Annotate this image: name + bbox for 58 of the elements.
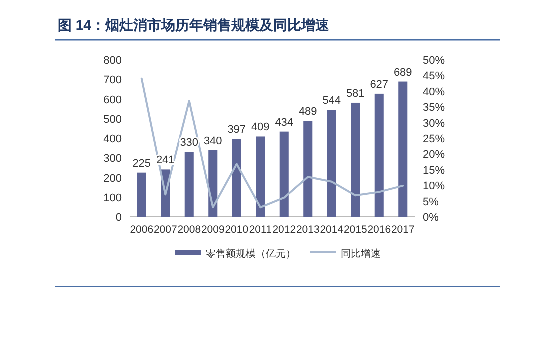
y2-tick-label: 40% (423, 86, 446, 98)
bar (208, 150, 218, 217)
bar (232, 139, 242, 217)
x-tick-label: 2014 (320, 224, 344, 236)
x-tick-label: 2006 (130, 224, 154, 236)
x-tick-label: 2012 (272, 224, 296, 236)
y-tick-label: 300 (104, 153, 122, 166)
bar (398, 82, 408, 217)
x-tick-label: 2016 (368, 224, 392, 236)
text: 689 (394, 66, 412, 79)
bar (184, 152, 194, 217)
bar (304, 121, 313, 217)
text: 489 (298, 106, 318, 118)
x-tick-label: 2010 (225, 224, 249, 236)
text: 627 (370, 78, 389, 91)
y-tick-label: 500 (104, 114, 122, 126)
text: 340 (204, 135, 222, 148)
x-tick-label: 2013 (296, 224, 320, 236)
y-tick-label: 200 (104, 172, 122, 185)
y-tick-label: 600 (104, 94, 122, 106)
text: 330 (180, 137, 199, 150)
legend-label: 零售额规模（亿元） (206, 248, 296, 260)
y2-tick-label: 35% (423, 102, 446, 114)
text: 434 (275, 116, 294, 129)
bar (280, 132, 289, 217)
y2-tick-label: 0% (423, 212, 440, 224)
bar (327, 110, 336, 217)
y-tick-label: 400 (104, 134, 122, 146)
x-tick-label: 2009 (201, 224, 225, 236)
text: 241 (156, 154, 175, 167)
y-tick-label: 100 (104, 192, 122, 204)
y2-tick-label: 15% (423, 164, 446, 177)
text: 397 (228, 124, 246, 136)
y-tick-label: 700 (104, 74, 122, 87)
y2-tick-label: 45% (423, 70, 446, 83)
bar (351, 102, 360, 217)
y2-tick-label: 50% (423, 55, 446, 67)
text: 544 (322, 95, 342, 108)
y2-tick-label: 20% (423, 149, 446, 162)
y2-tick-label: 10% (423, 180, 446, 193)
bar (374, 94, 384, 217)
x-tick-label: 2015 (344, 224, 368, 236)
text: 581 (346, 88, 365, 100)
y2-tick-label: 30% (423, 118, 446, 130)
y2-tick-label: 5% (423, 196, 440, 208)
bar (256, 136, 266, 217)
chart-title: 图 14：烟灶消市场历年销售规模及同比增速 (58, 17, 330, 33)
y-tick-label: 800 (104, 55, 122, 67)
x-tick-label: 2011 (249, 224, 272, 236)
y-tick-label: 0 (116, 212, 122, 224)
x-tick-label: 2007 (154, 224, 178, 236)
legend-label: 同比增速 (341, 248, 381, 260)
text: 409 (251, 122, 270, 134)
y2-tick-label: 25% (423, 134, 446, 146)
bar (137, 172, 146, 217)
x-tick-label: 2008 (178, 224, 202, 236)
x-tick-label: 2017 (391, 224, 415, 236)
text: 225 (132, 158, 152, 170)
